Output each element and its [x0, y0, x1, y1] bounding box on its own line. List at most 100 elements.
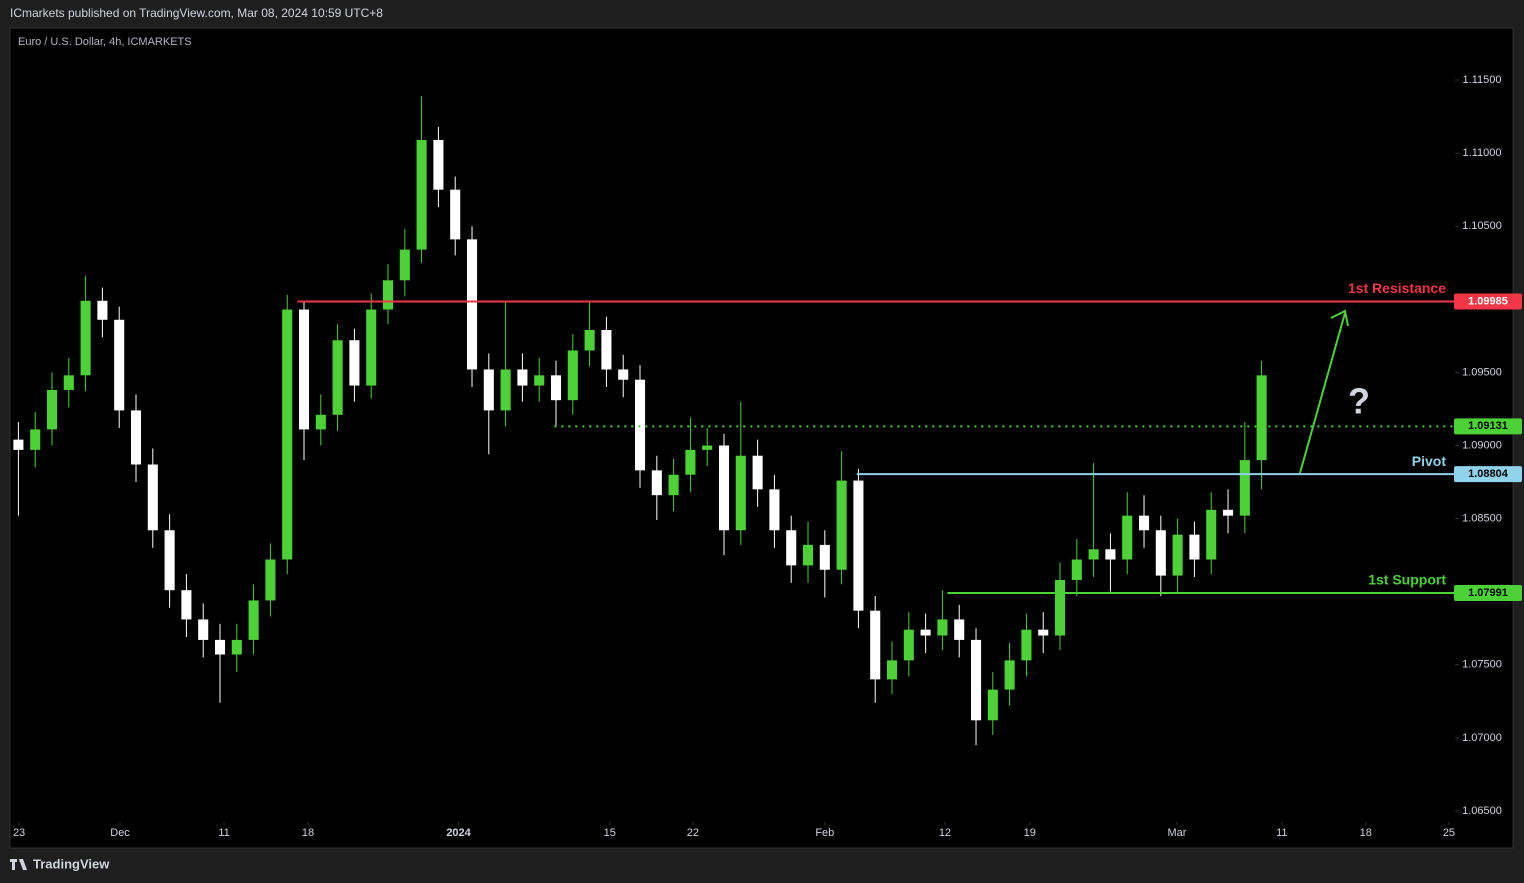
- y-tick-label: 1.11000: [1463, 147, 1502, 159]
- level-name: Pivot: [1412, 453, 1447, 469]
- level-price-box: [1454, 293, 1522, 310]
- candle-body: [752, 455, 763, 490]
- candle-body: [30, 429, 41, 450]
- candle-body: [685, 449, 696, 475]
- candle-body: [534, 375, 545, 386]
- candle-body: [634, 379, 646, 471]
- candle-body: [1239, 460, 1250, 516]
- candle-body: [1155, 530, 1166, 576]
- plot-area: 1.065001.070001.075001.080001.085001.090…: [13, 74, 1502, 839]
- candle-body: [853, 480, 864, 611]
- candle-body: [937, 619, 948, 636]
- y-tick-label: 1.11500: [1463, 74, 1502, 86]
- candle-body: [130, 410, 142, 465]
- candle-body: [618, 369, 629, 380]
- y-tick-label: 1.08500: [1462, 512, 1502, 524]
- candle-body: [702, 445, 713, 450]
- candle-body: [769, 489, 780, 531]
- y-tick-label: 1.07000: [1462, 732, 1502, 744]
- y-tick-label: 1.07500: [1462, 659, 1502, 671]
- level-price-label: 1.09985: [1468, 295, 1508, 307]
- candle-body: [382, 280, 394, 310]
- candle-body: [214, 639, 226, 655]
- chart-title: Euro / U.S. Dollar, 4h, ICMARKETS: [18, 36, 192, 48]
- candle-body: [1189, 534, 1200, 560]
- candle-body: [786, 530, 797, 566]
- candle-body: [1105, 549, 1116, 560]
- candle-body: [46, 389, 58, 430]
- projection-arrow: [1299, 312, 1346, 474]
- candle-body: [298, 309, 310, 430]
- level-price-box: [1454, 584, 1522, 601]
- candle-body: [265, 559, 276, 601]
- candle-body: [315, 414, 326, 430]
- candle-body: [1256, 375, 1267, 461]
- candle-body: [483, 369, 494, 411]
- candle-body: [819, 544, 830, 570]
- candle-body: [466, 239, 478, 370]
- candle-body: [920, 629, 931, 636]
- level-price-box: [1454, 418, 1522, 435]
- candle-body: [1054, 579, 1066, 636]
- x-tick-label: Mar: [1167, 827, 1186, 839]
- candle-body: [1222, 509, 1234, 516]
- candle-body: [1206, 509, 1217, 560]
- candle-body: [954, 619, 965, 640]
- x-tick-label: 18: [302, 827, 314, 839]
- candle-body: [1071, 559, 1082, 580]
- candle-body: [1172, 534, 1183, 576]
- candle-body: [802, 544, 814, 566]
- level-price-label: 1.08804: [1468, 468, 1509, 480]
- arrow-head: [1330, 309, 1349, 327]
- candle-body: [198, 619, 209, 640]
- candle-body: [735, 455, 746, 531]
- candle-body: [1138, 515, 1150, 531]
- y-tick-label: 1.09000: [1462, 439, 1502, 451]
- candle-body: [181, 590, 192, 620]
- candle-body: [147, 464, 158, 531]
- x-tick-label: 2024: [446, 827, 471, 839]
- candle-body: [970, 639, 982, 721]
- candle-body: [399, 249, 410, 281]
- candle-body: [1038, 629, 1049, 636]
- x-tick-label: 11: [1276, 827, 1287, 839]
- x-tick-label: 25: [1443, 827, 1455, 839]
- level-price-label: 1.07991: [1468, 587, 1508, 599]
- level-name: 1st Resistance: [1348, 280, 1446, 296]
- candle-body: [282, 309, 293, 560]
- candle-body: [231, 639, 242, 655]
- candle-body: [248, 600, 259, 640]
- candle-body: [836, 480, 847, 570]
- candle-body: [517, 369, 528, 386]
- candle-body: [1122, 515, 1133, 560]
- candle-body: [164, 530, 175, 591]
- candle-body: [114, 319, 125, 411]
- candle-body: [1088, 549, 1099, 560]
- x-tick-label: 12: [939, 827, 951, 839]
- candle-body: [500, 369, 511, 411]
- question-mark: ?: [1348, 381, 1370, 422]
- footer-logo: [10, 859, 27, 870]
- candle-body: [97, 300, 108, 320]
- candle-body: [1004, 660, 1015, 690]
- level-name: 1st Support: [1368, 572, 1446, 588]
- y-tick-label: 1.10500: [1462, 220, 1502, 232]
- y-tick-label: 1.06500: [1462, 805, 1502, 817]
- publisher-line: ICmarkets published on TradingView.com, …: [10, 6, 383, 20]
- x-tick-label: 19: [1024, 827, 1036, 839]
- level-price-box: [1454, 466, 1522, 483]
- logo-mark: [19, 859, 23, 863]
- candle-body: [718, 445, 730, 531]
- logo-mark: [12, 859, 15, 870]
- candle-body: [870, 610, 881, 680]
- candle-body: [550, 375, 562, 401]
- x-tick-label: 15: [604, 827, 616, 839]
- footer-brand: TradingView: [33, 856, 110, 871]
- x-tick-label: 22: [687, 827, 699, 839]
- candle-body: [80, 300, 91, 376]
- candle-body: [651, 470, 662, 496]
- candle-body: [416, 139, 427, 250]
- x-tick-label: Feb: [815, 827, 834, 839]
- x-tick-label: 11: [218, 827, 229, 839]
